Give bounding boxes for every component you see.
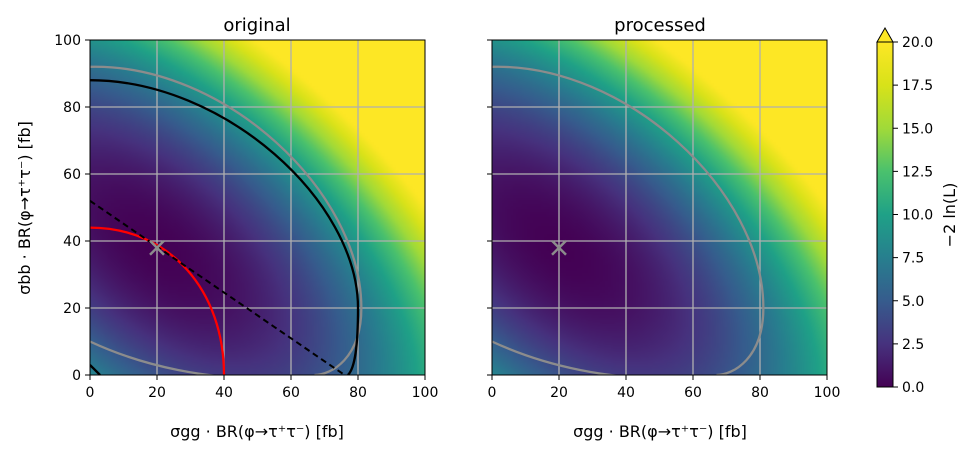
x-tick-label: 100 xyxy=(814,385,841,401)
x-tick-label: 80 xyxy=(349,385,367,401)
frame-processed xyxy=(491,39,828,376)
contour-gray-inner xyxy=(90,340,220,375)
x-tick-label: 40 xyxy=(215,385,233,401)
contours-processed xyxy=(492,65,765,375)
best-fit-marker-processed xyxy=(551,239,567,256)
colorbar-tick-label: 10.0 xyxy=(902,208,933,224)
heatmap-processed xyxy=(492,40,827,375)
panel-title-processed: processed xyxy=(614,15,706,36)
heatmap-original xyxy=(90,40,425,375)
x-axis-label-processed: σgg · BR(φ→τ⁺τ⁻) [fb] xyxy=(573,422,747,441)
colorbar-extend-arrow xyxy=(876,26,894,43)
y-tick-label: 40 xyxy=(63,234,81,250)
contour-gray-inner xyxy=(492,340,622,375)
contour-black xyxy=(90,79,360,375)
x-ticks-original: 0 20 40 60 80 100 xyxy=(86,375,439,401)
colorbar-tick-label: 17.5 xyxy=(902,78,933,94)
colorbar: 0.0 2.5 5.0 7.5 10.0 12.5 15.0 17.5 20.0 −2 ln(L… xyxy=(876,26,959,396)
x-tick-label: 0 xyxy=(86,385,95,401)
marker-stroke xyxy=(551,239,567,256)
colorbar-tick-label: 5.0 xyxy=(902,294,924,310)
grid-original xyxy=(90,40,425,375)
contour-gray xyxy=(492,65,765,375)
colorbar-tick-label: 2.5 xyxy=(902,337,924,353)
y-ticks-original: 0 20 40 60 80 100 xyxy=(54,33,90,384)
contour-gray xyxy=(90,65,363,375)
x-tick-label: 0 xyxy=(488,385,497,401)
x-tick-label: 20 xyxy=(550,385,568,401)
colorbar-tick-label: 20.0 xyxy=(902,35,933,51)
colorbar-bar xyxy=(876,41,894,388)
marker-stroke xyxy=(149,239,165,256)
colorbar-label: −2 ln(L) xyxy=(940,183,959,248)
y-axis-label: σbb · BR(φ→τ⁺τ⁻) [fb] xyxy=(15,121,34,295)
colorbar-tick-label: 7.5 xyxy=(902,251,924,267)
x-tick-label: 80 xyxy=(751,385,769,401)
panel-original: original 0 20 40 60 80 100 0 20 40 60 80 100 σgg ·… xyxy=(15,15,438,441)
y-tick-label: 80 xyxy=(63,100,81,116)
contour-dashed xyxy=(90,199,346,375)
y-tick-label: 20 xyxy=(63,301,81,317)
x-tick-label: 100 xyxy=(412,385,439,401)
contour-black-inner xyxy=(90,364,101,375)
y-tick-label: 60 xyxy=(63,167,81,183)
y-ticks-processed xyxy=(487,39,492,376)
frame-original xyxy=(89,39,426,376)
panel-title-original: original xyxy=(223,15,290,36)
y-tick-label: 0 xyxy=(72,368,81,384)
contour-red xyxy=(90,226,226,375)
colorbar-ticks: 0.0 2.5 5.0 7.5 10.0 12.5 15.0 17.5 20.0 xyxy=(893,35,933,396)
x-ticks-processed: 0 20 40 60 80 100 xyxy=(488,375,841,401)
x-tick-label: 40 xyxy=(617,385,635,401)
best-fit-marker-original xyxy=(149,239,165,256)
x-tick-label: 60 xyxy=(282,385,300,401)
grid-processed xyxy=(492,40,827,375)
panel-processed: processed 0 20 40 60 80 100 σgg · BR(φ→τ⁺τ⁻) … xyxy=(487,15,840,441)
y-tick-label: 100 xyxy=(54,33,81,49)
colorbar-tick-label: 0.0 xyxy=(902,380,924,396)
colorbar-tick-label: 15.0 xyxy=(902,121,933,137)
colorbar-tick-label: 12.5 xyxy=(902,164,933,180)
x-tick-label: 60 xyxy=(684,385,702,401)
x-tick-label: 20 xyxy=(148,385,166,401)
x-axis-label-original: σgg · BR(φ→τ⁺τ⁻) [fb] xyxy=(170,422,344,441)
contours-original xyxy=(90,65,363,375)
